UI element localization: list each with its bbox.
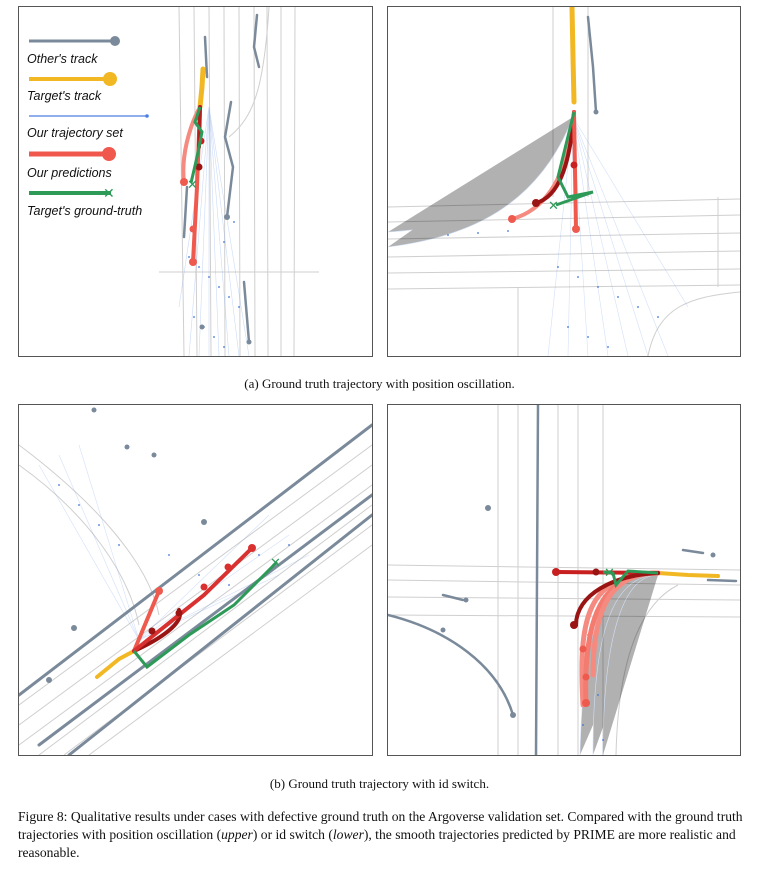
prediction-endpoints bbox=[148, 544, 256, 635]
ground-truth-end-icon: ✕ bbox=[270, 556, 281, 571]
other-tracks bbox=[182, 13, 261, 344]
ground-truth bbox=[602, 569, 659, 589]
legend-label-predictions: Our predictions bbox=[27, 166, 112, 180]
other-tracks bbox=[19, 423, 372, 755]
trajectory-set bbox=[388, 116, 689, 356]
target-track bbox=[656, 571, 720, 578]
legend: Other's track Target's track Our traject… bbox=[27, 36, 149, 218]
predictions bbox=[510, 110, 578, 231]
other-track-dots bbox=[440, 505, 716, 718]
prediction-endpoints bbox=[552, 568, 600, 707]
legend-trajectory-set: Our trajectory set bbox=[27, 114, 149, 140]
ground-truth bbox=[132, 560, 279, 670]
panel-a-left: ✕ Other's track Target's track Our traje… bbox=[18, 6, 373, 357]
trajectory-dots bbox=[58, 484, 290, 586]
other-track-dots bbox=[593, 109, 599, 115]
ground-truth-end-icon: ✕ bbox=[548, 199, 559, 214]
ground-truth-end-icon: ✕ bbox=[604, 566, 615, 581]
figure-caption-lower: lower bbox=[332, 827, 364, 842]
map-plot: ✕ bbox=[388, 405, 740, 755]
trajectory-dots bbox=[447, 230, 659, 348]
ground-truth-end-icon: ✕ bbox=[187, 178, 198, 193]
legend-predictions: Our predictions bbox=[27, 147, 116, 180]
ground-truth bbox=[189, 106, 204, 184]
panel-b-right: ✕ bbox=[387, 404, 741, 756]
subfigure-caption-b: (b) Ground truth trajectory with id swit… bbox=[269, 776, 490, 791]
figure-caption-text-1: Qualitative results under cases with def… bbox=[18, 809, 743, 842]
subfigure-caption-a: (a) Ground truth trajectory with positio… bbox=[244, 376, 515, 391]
panel-a-right: ✕ bbox=[387, 6, 741, 357]
legend-label-ground-truth: Target's ground-truth bbox=[27, 204, 142, 218]
target-track bbox=[569, 7, 577, 105]
figure-caption: Figure 8: Qualitative results under case… bbox=[18, 808, 743, 862]
ground-truth bbox=[555, 111, 594, 207]
lane-lines bbox=[388, 7, 740, 356]
legend-others-track: Other's track bbox=[27, 36, 120, 66]
legend-gt-cross-icon: ✕ bbox=[103, 186, 115, 202]
map-plot: ✕ Other's track Target's track Our traje… bbox=[27, 7, 319, 356]
figure-caption-upper: upper bbox=[221, 827, 253, 842]
trajectory-set bbox=[178, 106, 250, 356]
trajectory-set bbox=[579, 574, 659, 755]
legend-label-others-track: Other's track bbox=[27, 52, 98, 66]
figure-caption-label: Figure 8: bbox=[18, 809, 68, 824]
other-track-dots bbox=[46, 407, 207, 683]
lane-lines bbox=[388, 405, 740, 755]
target-track bbox=[95, 649, 136, 679]
figure-caption-text-3: ), the smooth trajectories predicted by … bbox=[18, 827, 736, 860]
map-plot: ✕ bbox=[388, 7, 740, 356]
prediction-endpoints bbox=[508, 161, 580, 233]
other-track-dots bbox=[199, 214, 252, 345]
target-track bbox=[197, 66, 206, 110]
figure-caption-text-2: ) or id switch ( bbox=[252, 827, 333, 842]
legend-targets-track: Target's track bbox=[27, 72, 117, 103]
lane-lines bbox=[159, 7, 319, 356]
legend-label-targets-track: Target's track bbox=[27, 89, 102, 103]
legend-ground-truth: ✕ Target's ground-truth bbox=[27, 186, 142, 218]
legend-label-trajectory-set: Our trajectory set bbox=[27, 126, 123, 140]
panel-b-left: ✕ bbox=[18, 404, 373, 756]
map-plot: ✕ bbox=[19, 407, 372, 755]
other-tracks bbox=[586, 15, 598, 114]
other-tracks bbox=[388, 405, 738, 755]
